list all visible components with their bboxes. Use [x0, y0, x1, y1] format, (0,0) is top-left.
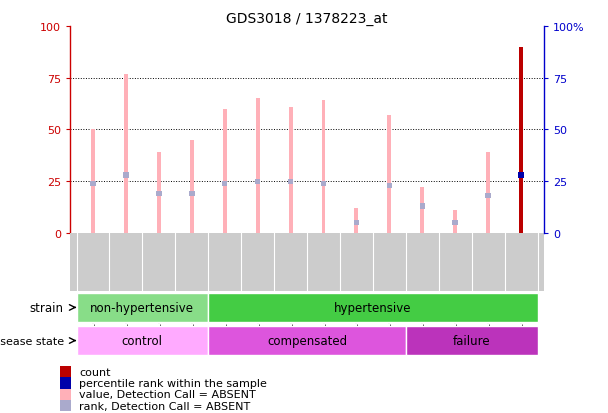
Bar	[420, 204, 425, 209]
Bar	[60, 377, 71, 389]
Bar	[387, 183, 392, 188]
Bar	[60, 366, 71, 377]
Bar	[289, 107, 292, 233]
Bar	[156, 192, 162, 197]
Bar	[91, 130, 95, 233]
Text: control: control	[122, 334, 163, 347]
Bar	[485, 194, 491, 199]
Bar	[519, 173, 524, 178]
Text: strain: strain	[30, 301, 64, 314]
Bar	[255, 179, 260, 184]
Bar	[255, 99, 260, 233]
Bar	[90, 181, 95, 186]
Bar	[222, 181, 227, 186]
Title: GDS3018 / 1378223_at: GDS3018 / 1378223_at	[226, 12, 388, 26]
Text: count: count	[80, 367, 111, 377]
Bar	[454, 211, 457, 233]
Bar	[189, 192, 195, 197]
Bar	[406, 326, 537, 356]
Bar	[420, 188, 424, 233]
Bar	[124, 74, 128, 233]
Bar	[157, 153, 161, 233]
Bar	[288, 179, 293, 184]
Bar	[354, 209, 358, 233]
Bar	[208, 293, 537, 323]
Bar	[77, 326, 208, 356]
Bar	[387, 116, 392, 233]
Bar	[190, 140, 194, 233]
Bar	[354, 221, 359, 225]
Text: disease state: disease state	[0, 336, 64, 346]
Bar	[519, 47, 523, 233]
Bar	[486, 153, 490, 233]
Bar	[322, 101, 325, 233]
Text: non-hypertensive: non-hypertensive	[91, 301, 195, 314]
Text: percentile rank within the sample: percentile rank within the sample	[80, 378, 268, 388]
Text: failure: failure	[453, 334, 491, 347]
Bar	[60, 400, 71, 411]
Text: rank, Detection Call = ABSENT: rank, Detection Call = ABSENT	[80, 401, 250, 411]
Bar	[321, 181, 326, 186]
Bar	[208, 326, 406, 356]
Text: compensated: compensated	[267, 334, 347, 347]
Text: value, Detection Call = ABSENT: value, Detection Call = ABSENT	[80, 389, 256, 399]
Bar	[123, 173, 129, 178]
Text: hypertensive: hypertensive	[334, 301, 412, 314]
Bar	[60, 389, 71, 400]
Bar	[223, 109, 227, 233]
Bar	[77, 293, 208, 323]
Bar	[452, 221, 458, 225]
